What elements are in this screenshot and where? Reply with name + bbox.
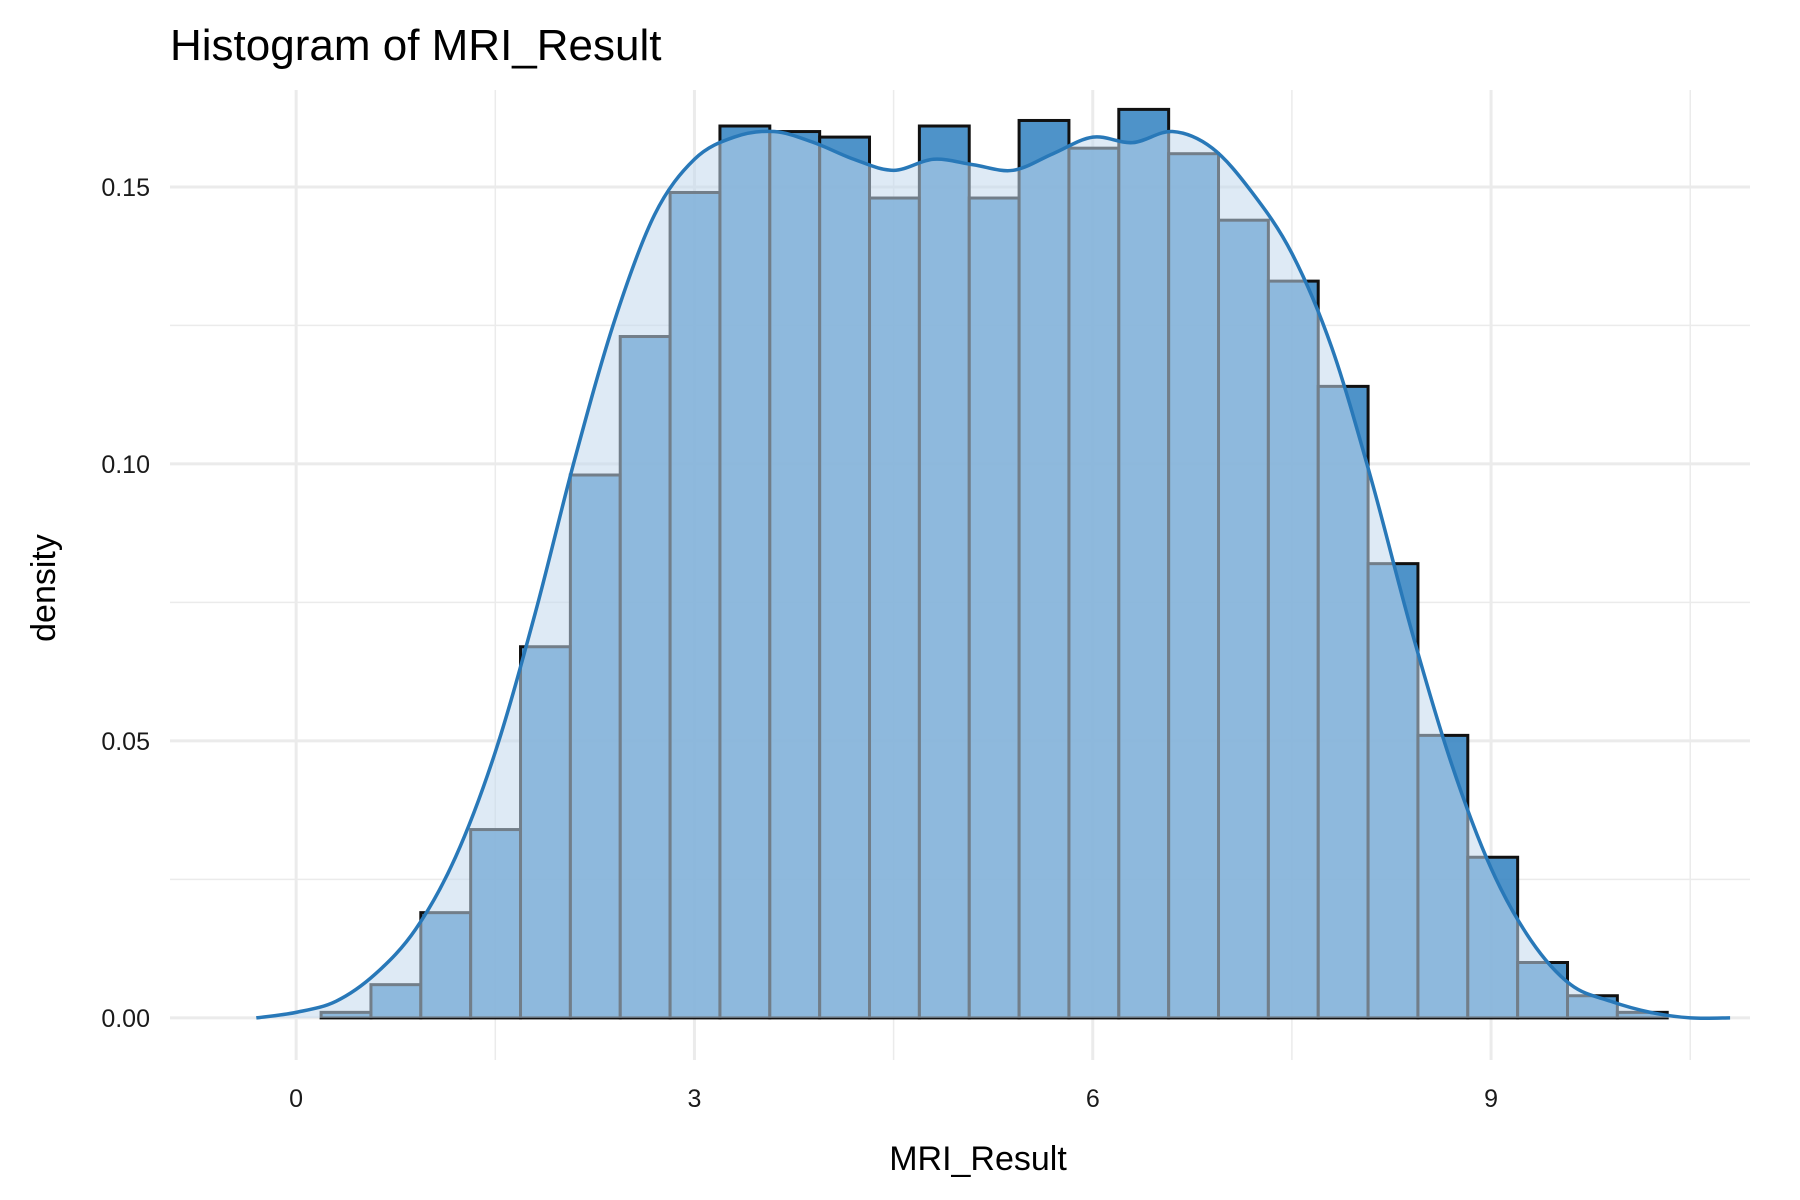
x-tick-label: 3	[688, 1085, 702, 1113]
y-axis-title: density	[25, 534, 63, 642]
x-tick-label: 9	[1484, 1085, 1498, 1113]
y-tick-label: 0.10	[101, 451, 150, 479]
x-tick-label: 0	[289, 1085, 303, 1113]
chart-title: Histogram of MRI_Result	[170, 21, 661, 70]
y-tick-label: 0.15	[101, 174, 150, 202]
y-tick-label: 0.05	[101, 728, 150, 756]
density-line	[256, 129, 1731, 1021]
density-area	[256, 131, 1731, 1019]
x-tick-label: 6	[1086, 1085, 1100, 1113]
y-tick-label: 0.00	[101, 1005, 150, 1033]
density-curve-group	[256, 129, 1731, 1021]
axis-ticks: 0 3 6 9 0.00 0.05 0.10 0.15	[101, 174, 1498, 1113]
x-axis-title: MRI_Result	[889, 1140, 1067, 1178]
